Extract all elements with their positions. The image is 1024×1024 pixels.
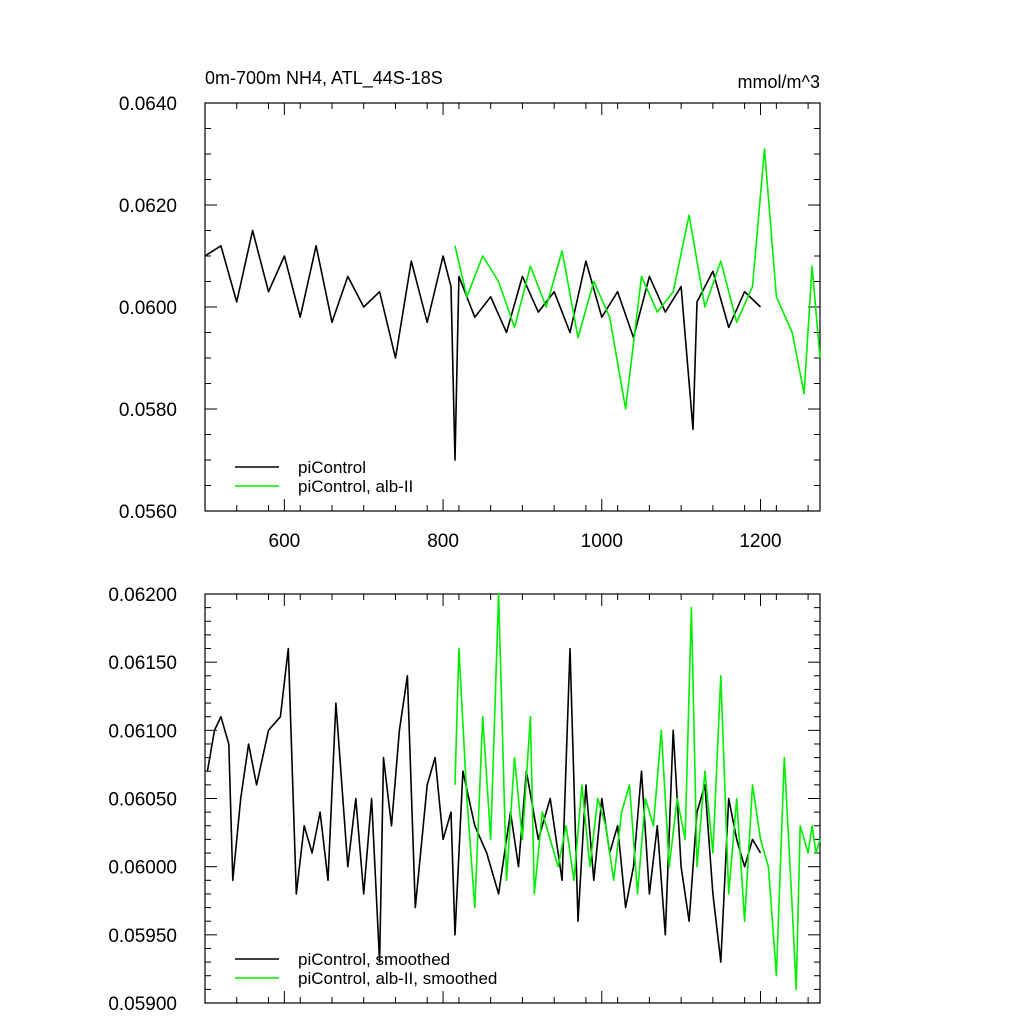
series-line-picontrol-alb-ii — [454, 593, 821, 991]
x-tick-label: 800 — [427, 531, 459, 552]
y-tick-label: 0.06050 — [108, 790, 177, 811]
x-tick-label: 1000 — [581, 531, 623, 552]
y-tick-label: 0.0620 — [119, 196, 177, 217]
bottom-ticks: 0.05900 0.05950 0.06000 0.06050 0.06100 0.061… — [108, 585, 820, 1015]
y-tick-label: 0.06100 — [108, 721, 177, 742]
legend-label: piControl, alb-II, smoothed — [298, 969, 497, 988]
bottom-panel: 0.05900 0.05950 0.06000 0.06050 0.06100 0.061… — [108, 585, 821, 1015]
series-line-picontrol — [206, 647, 762, 963]
x-tick-label: 1200 — [739, 531, 781, 552]
bottom-series — [206, 593, 821, 991]
series-line-picontrol — [204, 229, 762, 461]
legend-label: piControl, smoothed — [298, 950, 450, 969]
top-ticks: 600 800 1000 1200 0.0560 0.0580 0.0600 0.0620 0.… — [119, 94, 820, 552]
legend-label: piControl — [298, 458, 366, 477]
y-tick-label: 0.06150 — [108, 653, 177, 674]
top-chart-units: mmol/m^3 — [738, 72, 820, 92]
x-tick-label: 600 — [269, 531, 301, 552]
y-tick-label: 0.06000 — [108, 858, 177, 879]
y-tick-label: 0.0640 — [119, 94, 177, 115]
y-tick-label: 0.0600 — [119, 298, 177, 319]
top-panel: 600 800 1000 1200 0.0560 0.0580 0.0600 0.0620 0.… — [119, 68, 821, 552]
series-line-picontrol-alb-ii — [454, 148, 821, 410]
y-tick-label: 0.0580 — [119, 400, 177, 421]
y-tick-label: 0.06200 — [108, 585, 177, 606]
top-chart-title: 0m-700m NH4, ATL_44S-18S — [205, 68, 443, 89]
y-tick-label: 0.05950 — [108, 926, 177, 947]
y-tick-label: 0.05900 — [108, 994, 177, 1015]
legend-label: piControl, alb-II — [298, 477, 413, 496]
y-tick-label: 0.0560 — [119, 502, 177, 523]
top-series — [204, 148, 821, 461]
